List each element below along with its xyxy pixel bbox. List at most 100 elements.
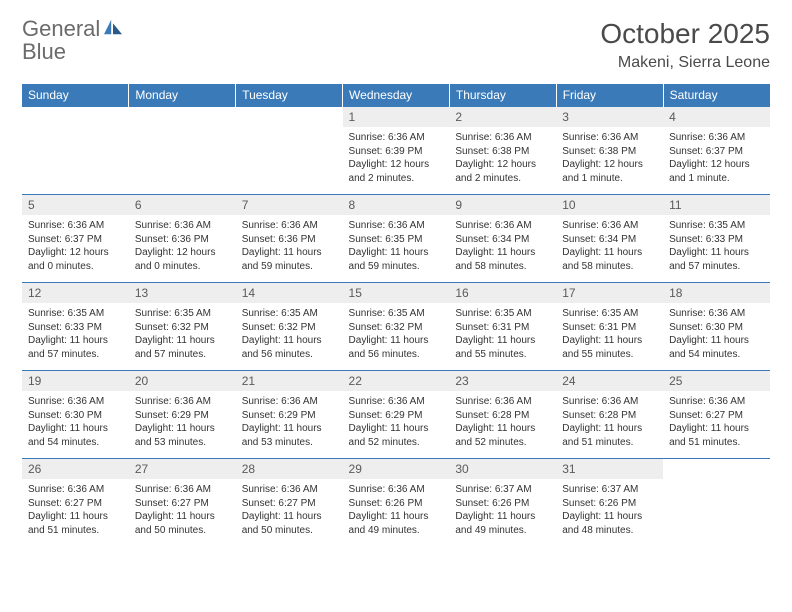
day-number: 30 <box>449 459 556 479</box>
day-cell: 18Sunrise: 6:36 AMSunset: 6:30 PMDayligh… <box>663 283 770 371</box>
week-row: 12Sunrise: 6:35 AMSunset: 6:33 PMDayligh… <box>22 283 770 371</box>
logo: General Blue <box>22 18 124 64</box>
day-number: 22 <box>343 371 450 391</box>
day-number: 9 <box>449 195 556 215</box>
day-details: Sunrise: 6:36 AMSunset: 6:38 PMDaylight:… <box>449 127 556 189</box>
day-cell: 1Sunrise: 6:36 AMSunset: 6:39 PMDaylight… <box>343 107 450 195</box>
day-details: Sunrise: 6:36 AMSunset: 6:37 PMDaylight:… <box>22 215 129 277</box>
day-number: 1 <box>343 107 450 127</box>
day-details: Sunrise: 6:36 AMSunset: 6:27 PMDaylight:… <box>22 479 129 541</box>
day-cell: 17Sunrise: 6:35 AMSunset: 6:31 PMDayligh… <box>556 283 663 371</box>
location: Makeni, Sierra Leone <box>600 54 770 72</box>
day-details: Sunrise: 6:35 AMSunset: 6:33 PMDaylight:… <box>22 303 129 365</box>
day-header-row: SundayMondayTuesdayWednesdayThursdayFrid… <box>22 84 770 107</box>
day-number: 6 <box>129 195 236 215</box>
day-details: Sunrise: 6:36 AMSunset: 6:30 PMDaylight:… <box>663 303 770 365</box>
day-cell: 22Sunrise: 6:36 AMSunset: 6:29 PMDayligh… <box>343 371 450 459</box>
day-number: 4 <box>663 107 770 127</box>
day-cell: 28Sunrise: 6:36 AMSunset: 6:27 PMDayligh… <box>236 459 343 547</box>
day-number: 17 <box>556 283 663 303</box>
month-title: October 2025 <box>600 18 770 50</box>
day-number: 18 <box>663 283 770 303</box>
day-number <box>22 107 129 127</box>
day-details: Sunrise: 6:36 AMSunset: 6:28 PMDaylight:… <box>556 391 663 453</box>
day-details: Sunrise: 6:36 AMSunset: 6:30 PMDaylight:… <box>22 391 129 453</box>
title-block: October 2025 Makeni, Sierra Leone <box>600 18 770 72</box>
day-number: 27 <box>129 459 236 479</box>
day-number: 21 <box>236 371 343 391</box>
day-number: 2 <box>449 107 556 127</box>
day-number: 26 <box>22 459 129 479</box>
day-details: Sunrise: 6:36 AMSunset: 6:29 PMDaylight:… <box>343 391 450 453</box>
day-number: 31 <box>556 459 663 479</box>
day-cell: 2Sunrise: 6:36 AMSunset: 6:38 PMDaylight… <box>449 107 556 195</box>
day-number: 8 <box>343 195 450 215</box>
day-cell <box>236 107 343 195</box>
day-details: Sunrise: 6:36 AMSunset: 6:35 PMDaylight:… <box>343 215 450 277</box>
day-cell: 5Sunrise: 6:36 AMSunset: 6:37 PMDaylight… <box>22 195 129 283</box>
logo-word1: General <box>22 16 100 41</box>
day-details: Sunrise: 6:35 AMSunset: 6:33 PMDaylight:… <box>663 215 770 277</box>
day-number: 12 <box>22 283 129 303</box>
day-details: Sunrise: 6:36 AMSunset: 6:38 PMDaylight:… <box>556 127 663 189</box>
day-cell: 10Sunrise: 6:36 AMSunset: 6:34 PMDayligh… <box>556 195 663 283</box>
day-cell: 6Sunrise: 6:36 AMSunset: 6:36 PMDaylight… <box>129 195 236 283</box>
day-details: Sunrise: 6:36 AMSunset: 6:27 PMDaylight:… <box>236 479 343 541</box>
day-cell: 19Sunrise: 6:36 AMSunset: 6:30 PMDayligh… <box>22 371 129 459</box>
day-number: 16 <box>449 283 556 303</box>
day-header-friday: Friday <box>556 84 663 107</box>
day-cell: 21Sunrise: 6:36 AMSunset: 6:29 PMDayligh… <box>236 371 343 459</box>
day-cell: 23Sunrise: 6:36 AMSunset: 6:28 PMDayligh… <box>449 371 556 459</box>
day-cell: 11Sunrise: 6:35 AMSunset: 6:33 PMDayligh… <box>663 195 770 283</box>
day-header-saturday: Saturday <box>663 84 770 107</box>
day-number: 11 <box>663 195 770 215</box>
day-details: Sunrise: 6:37 AMSunset: 6:26 PMDaylight:… <box>556 479 663 541</box>
calendar-table: SundayMondayTuesdayWednesdayThursdayFrid… <box>22 84 770 547</box>
day-number: 5 <box>22 195 129 215</box>
week-row: 5Sunrise: 6:36 AMSunset: 6:37 PMDaylight… <box>22 195 770 283</box>
day-cell <box>663 459 770 547</box>
day-header-wednesday: Wednesday <box>343 84 450 107</box>
day-details: Sunrise: 6:37 AMSunset: 6:26 PMDaylight:… <box>449 479 556 541</box>
week-row: 19Sunrise: 6:36 AMSunset: 6:30 PMDayligh… <box>22 371 770 459</box>
day-cell <box>129 107 236 195</box>
day-details: Sunrise: 6:36 AMSunset: 6:27 PMDaylight:… <box>663 391 770 453</box>
day-number: 20 <box>129 371 236 391</box>
week-row: 26Sunrise: 6:36 AMSunset: 6:27 PMDayligh… <box>22 459 770 547</box>
day-details: Sunrise: 6:36 AMSunset: 6:36 PMDaylight:… <box>236 215 343 277</box>
day-cell: 24Sunrise: 6:36 AMSunset: 6:28 PMDayligh… <box>556 371 663 459</box>
day-details: Sunrise: 6:36 AMSunset: 6:27 PMDaylight:… <box>129 479 236 541</box>
day-cell: 16Sunrise: 6:35 AMSunset: 6:31 PMDayligh… <box>449 283 556 371</box>
day-details: Sunrise: 6:36 AMSunset: 6:29 PMDaylight:… <box>236 391 343 453</box>
day-cell: 25Sunrise: 6:36 AMSunset: 6:27 PMDayligh… <box>663 371 770 459</box>
day-number: 15 <box>343 283 450 303</box>
day-number: 28 <box>236 459 343 479</box>
day-number: 14 <box>236 283 343 303</box>
day-details: Sunrise: 6:35 AMSunset: 6:31 PMDaylight:… <box>556 303 663 365</box>
day-number: 25 <box>663 371 770 391</box>
day-number: 19 <box>22 371 129 391</box>
day-cell: 7Sunrise: 6:36 AMSunset: 6:36 PMDaylight… <box>236 195 343 283</box>
day-number: 23 <box>449 371 556 391</box>
day-cell: 30Sunrise: 6:37 AMSunset: 6:26 PMDayligh… <box>449 459 556 547</box>
day-number <box>663 459 770 479</box>
day-number: 3 <box>556 107 663 127</box>
day-details: Sunrise: 6:36 AMSunset: 6:36 PMDaylight:… <box>129 215 236 277</box>
day-number: 24 <box>556 371 663 391</box>
day-header-tuesday: Tuesday <box>236 84 343 107</box>
day-details: Sunrise: 6:36 AMSunset: 6:29 PMDaylight:… <box>129 391 236 453</box>
day-cell: 26Sunrise: 6:36 AMSunset: 6:27 PMDayligh… <box>22 459 129 547</box>
header: General Blue October 2025 Makeni, Sierra… <box>22 18 770 72</box>
day-details: Sunrise: 6:36 AMSunset: 6:34 PMDaylight:… <box>556 215 663 277</box>
day-cell: 15Sunrise: 6:35 AMSunset: 6:32 PMDayligh… <box>343 283 450 371</box>
day-cell: 4Sunrise: 6:36 AMSunset: 6:37 PMDaylight… <box>663 107 770 195</box>
day-number <box>236 107 343 127</box>
sails-icon <box>102 18 124 36</box>
day-details: Sunrise: 6:36 AMSunset: 6:37 PMDaylight:… <box>663 127 770 189</box>
day-details: Sunrise: 6:36 AMSunset: 6:34 PMDaylight:… <box>449 215 556 277</box>
day-cell: 14Sunrise: 6:35 AMSunset: 6:32 PMDayligh… <box>236 283 343 371</box>
day-details: Sunrise: 6:35 AMSunset: 6:32 PMDaylight:… <box>343 303 450 365</box>
day-cell: 9Sunrise: 6:36 AMSunset: 6:34 PMDaylight… <box>449 195 556 283</box>
day-cell: 31Sunrise: 6:37 AMSunset: 6:26 PMDayligh… <box>556 459 663 547</box>
day-cell: 29Sunrise: 6:36 AMSunset: 6:26 PMDayligh… <box>343 459 450 547</box>
